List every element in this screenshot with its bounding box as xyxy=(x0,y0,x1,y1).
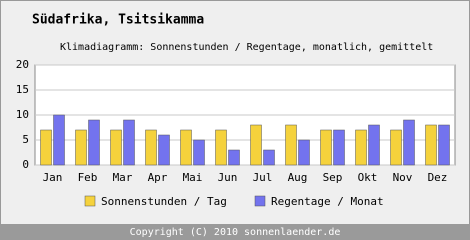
bar xyxy=(110,129,122,166)
x-tick-label: Nov xyxy=(393,171,413,184)
bar xyxy=(333,129,345,166)
chart-subtitle: Klimadiagramm: Sonnenstunden / Regentage… xyxy=(60,42,433,53)
bar xyxy=(123,119,135,166)
bar xyxy=(158,134,170,166)
legend-swatch xyxy=(84,195,96,207)
x-tick-label: Aug xyxy=(288,171,308,184)
bar xyxy=(215,129,227,166)
bar xyxy=(438,124,450,166)
y-tick-label: 20 xyxy=(16,58,29,71)
bar xyxy=(355,129,367,166)
bar xyxy=(180,129,192,166)
bar xyxy=(228,149,240,166)
footer-bar xyxy=(0,224,470,240)
bar xyxy=(250,124,262,166)
x-tick-label: Okt xyxy=(358,171,378,184)
legend-label: Sonnenstunden / Tag xyxy=(101,195,227,208)
x-tick-label: Sep xyxy=(323,171,343,184)
bar xyxy=(263,149,275,166)
y-tick-label: 5 xyxy=(22,133,29,146)
bar xyxy=(88,119,100,166)
bar xyxy=(320,129,332,166)
bar xyxy=(145,129,157,166)
x-tick-label: Dez xyxy=(428,171,448,184)
x-tick-label: Jan xyxy=(43,171,63,184)
y-tick-label: 10 xyxy=(16,108,29,121)
legend-swatch xyxy=(254,195,266,207)
bar xyxy=(403,119,415,166)
bar xyxy=(298,139,310,166)
y-tick-label: 15 xyxy=(16,83,29,96)
bar xyxy=(285,124,297,166)
footer: Copyright (C) 2010 sonnenlaender.de xyxy=(130,227,341,238)
bar xyxy=(368,124,380,166)
x-tick-label: Jul xyxy=(253,171,273,184)
bar xyxy=(193,139,205,166)
y-tick-label: 0 xyxy=(22,158,29,171)
x-tick-label: Feb xyxy=(78,171,98,184)
bar xyxy=(390,129,402,166)
x-tick-label: Jun xyxy=(218,171,238,184)
legend-label: Regentage / Monat xyxy=(271,195,384,208)
x-tick-label: Mar xyxy=(113,171,133,184)
bar xyxy=(425,124,437,166)
chart-title: Südafrika, Tsitsikamma xyxy=(32,13,204,28)
bar xyxy=(53,114,65,166)
bar xyxy=(40,129,52,166)
x-tick-label: Mai xyxy=(183,171,203,184)
x-tick-label: Apr xyxy=(148,171,168,184)
bar xyxy=(75,129,87,166)
